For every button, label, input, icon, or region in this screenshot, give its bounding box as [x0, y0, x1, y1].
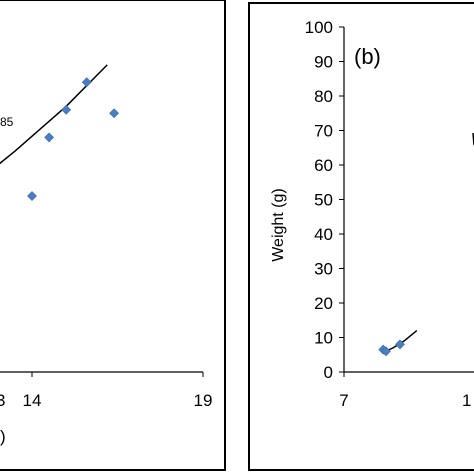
panel-a: 14 19 3 85 ): [0, 0, 226, 471]
x-tick-label: 19: [194, 391, 213, 410]
y-tick-label: 80: [314, 87, 333, 106]
y-tick-label: 50: [314, 191, 333, 210]
y-axis-ticks: 0 10 20 30 40 50 60 70 80 90 100: [305, 18, 344, 382]
x-tick-label-partial: 1: [462, 391, 471, 410]
panel-b: 0 10 20 30 40 50 60 70 80 90 100 7 1 Weight (g) (b…: [248, 2, 474, 471]
x-tick-label-partial: 3: [0, 391, 5, 410]
y-axis-title: Weight (g): [270, 188, 287, 262]
panel-label: (b): [354, 44, 381, 69]
data-point: [395, 339, 405, 350]
y-tick-label: 20: [314, 294, 333, 313]
trendline: [0, 64, 108, 165]
y-tick-label: 70: [314, 122, 333, 141]
data-points: [27, 77, 120, 201]
x-axis-title-fragment: ): [0, 427, 6, 446]
y-tick-label: 90: [314, 53, 333, 72]
equation-fragment: 85: [0, 115, 14, 129]
panel-b-frame: [248, 2, 474, 471]
data-point: [27, 191, 37, 201]
panel-a-frame: [0, 0, 226, 471]
y-tick-label: 10: [314, 329, 333, 348]
data-point: [109, 108, 120, 119]
y-tick-label: 100: [305, 18, 333, 37]
data-point: [44, 132, 55, 143]
data-point: [61, 104, 72, 115]
data-point: [81, 77, 92, 88]
data-point: [381, 346, 391, 357]
y-tick-label: 40: [314, 225, 333, 244]
data-points: [378, 339, 405, 357]
y-tick-label: 0: [324, 363, 333, 382]
y-tick-label: 60: [314, 156, 333, 175]
y-tick-label: 30: [314, 260, 333, 279]
x-tick-label: 7: [339, 391, 348, 410]
x-tick-label: 14: [23, 391, 42, 410]
